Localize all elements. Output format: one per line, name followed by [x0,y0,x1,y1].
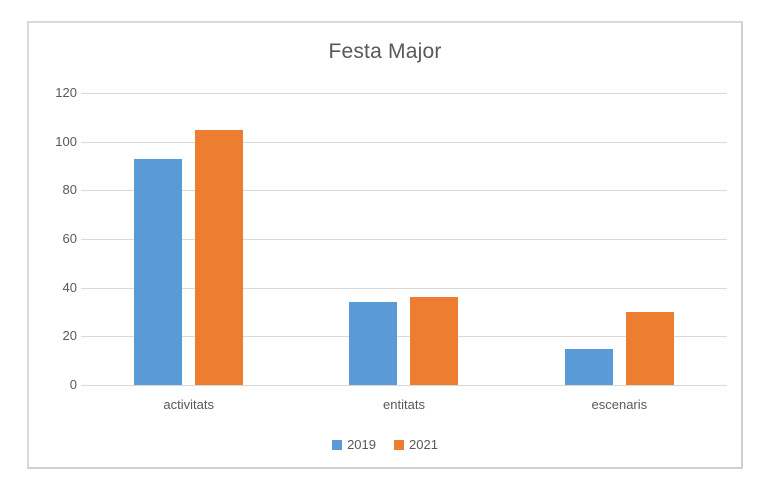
chart-title: Festa Major [328,40,442,63]
gridline [81,141,727,143]
legend-label-2019: 2019 [347,437,376,452]
x-axis-label-entitats: entitats [383,397,425,412]
y-axis: 0 20 40 60 80 100 120 [33,85,77,392]
gridline [81,93,727,94]
bar-2019-escenaris [564,348,613,385]
x-axis: activitats entitats escenaris [81,397,727,412]
gridline [81,239,727,240]
legend-swatch-2019 [332,439,343,450]
legend-item-2019: 2019 [332,437,376,452]
plot-area [81,93,727,386]
legend-label-2021: 2021 [409,437,438,452]
y-axis-label: 20 [62,328,77,344]
legend-item-2021: 2021 [394,437,438,452]
x-axis-label-escenaris: escenaris [591,397,648,412]
legend-swatch-2021 [394,439,404,450]
y-axis-label: 60 [62,231,77,246]
x-axis-label-activitats: activitats [163,397,214,412]
y-axis-label: 120 [55,85,77,100]
x-axis-line [81,385,727,386]
bar-group-activitats [81,93,296,385]
gridline [81,287,727,289]
y-axis-label: 0 [69,377,77,392]
y-axis-label: 80 [62,182,77,198]
bar-group-escenaris [512,93,727,385]
bar-2019-entitats [349,302,398,385]
bar-2021-activitats [195,129,244,385]
bar-2019-activitats [134,158,183,385]
gridline [81,336,727,338]
legend: 2019 2021 [29,437,741,452]
bar-group-entitats [296,93,511,385]
bar-2021-escenaris [625,312,674,385]
y-axis-label: 100 [55,133,77,149]
y-axis-label: 40 [62,279,77,295]
bar-2021-entitats [410,297,459,385]
chart: Festa Major 0 20 40 60 80 100 120 activitats en… [27,21,743,469]
bars-layer [81,93,727,385]
gridline [81,190,727,192]
